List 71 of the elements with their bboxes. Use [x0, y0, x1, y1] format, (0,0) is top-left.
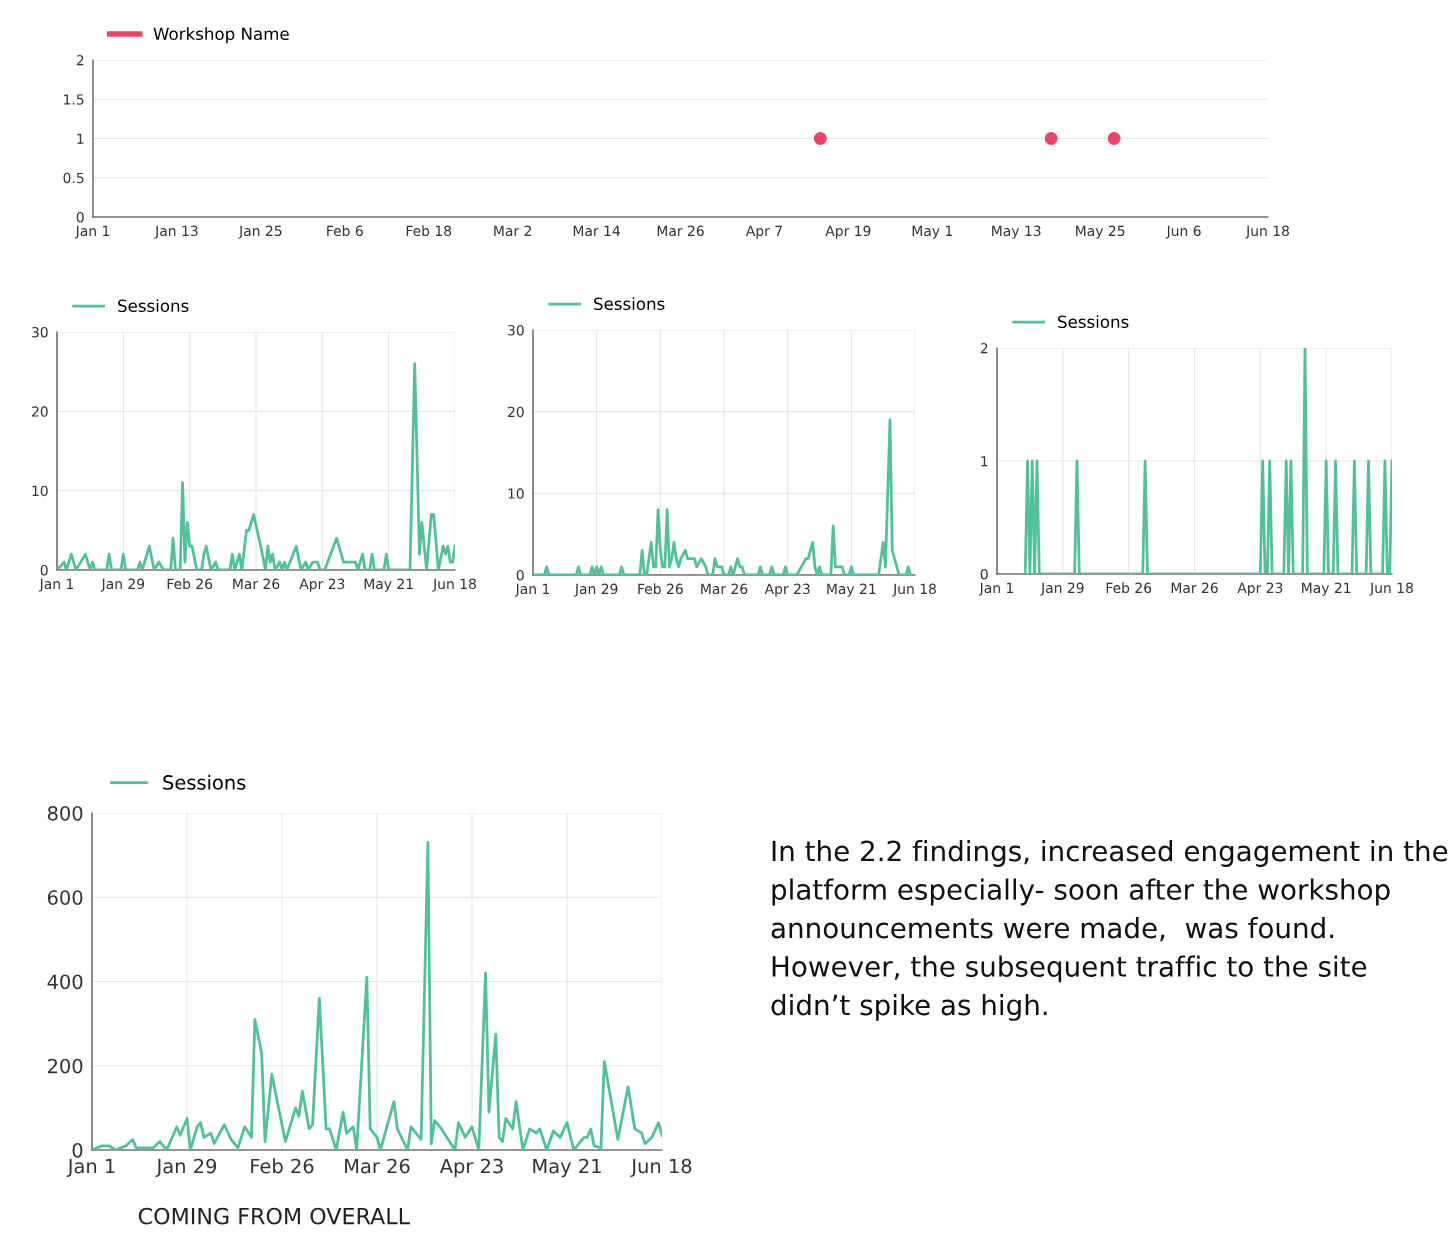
y-tick-label: 30 [32, 326, 48, 338]
x-tick-label: Mar 14 [573, 225, 620, 237]
text: COMING FROM OVERALL [138, 1207, 410, 1225]
x-tick-label: Jun 18 [1369, 582, 1413, 596]
legend-label: Sessions [1058, 315, 1129, 329]
x-tick-label: May 21 [827, 583, 876, 597]
y-tick-label: 800 [47, 805, 83, 821]
y-tick-label: 600 [47, 890, 83, 905]
x-tick-label: Apr 19 [825, 225, 871, 239]
x-tick-label: Mar 26 [701, 583, 748, 595]
x-tick-label: Apr 23 [439, 1158, 503, 1178]
x-tick-label: Feb 26 [167, 578, 213, 590]
x-tick-label: Jun 6 [1165, 225, 1201, 239]
x-tick-label: May 25 [1076, 225, 1125, 239]
x-tick-label: Apr 23 [764, 583, 810, 597]
x-tick-label: Jan 29 [100, 578, 145, 592]
y-tick-label: 30 [508, 324, 524, 336]
x-tick-label: Feb 26 [1106, 582, 1152, 594]
x-tick-label: Feb 26 [251, 1158, 314, 1174]
y-tick-label: 0 [72, 1142, 83, 1158]
x-tick-label: Apr 23 [299, 578, 345, 592]
y-tick-label: 400 [47, 974, 83, 990]
y-tick-label: 0 [980, 568, 988, 580]
x-tick-label: Mar 26 [345, 1158, 410, 1174]
y-tick-label: 0 [40, 564, 48, 576]
x-tick-label: May 21 [533, 1158, 601, 1178]
legend-label: Sessions [118, 299, 189, 313]
legend-label: Workshop Name [153, 27, 289, 44]
y-tick-label: 10 [508, 488, 524, 499]
legend-label: Sessions [594, 297, 665, 311]
x-tick-label: Feb 18 [406, 225, 452, 237]
y-tick-label: 10 [32, 485, 48, 497]
x-tick-label: May 21 [1302, 582, 1351, 596]
y-tick-label: 0 [76, 211, 84, 223]
y-tick-label: 1.5 [64, 94, 84, 105]
x-tick-label: Jan 25 [238, 225, 282, 239]
legend-label: Sessions [163, 774, 246, 790]
x-tick-label: Jan 29 [155, 1158, 217, 1177]
x-tick-label: Jan 13 [154, 225, 198, 239]
x-tick-label: Jun 18 [1245, 225, 1289, 239]
x-tick-label: May 1 [912, 225, 952, 239]
text: In the 2.2 findings, increased engagement in the platform especially- soon after the workshop announcements were made, was found. However, the subsequent traffic to the site didn’t spike as high. [771, 840, 1448, 1021]
x-tick-label: Jun 18 [630, 1158, 692, 1177]
x-tick-label: Jun 18 [892, 583, 936, 597]
x-tick-label: May 13 [992, 225, 1041, 239]
y-tick-label: 200 [47, 1058, 83, 1074]
x-tick-label: Mar 26 [233, 578, 280, 590]
x-tick-label: Mar 26 [657, 225, 704, 237]
x-tick-label: Jan 1 [978, 582, 1014, 596]
x-tick-label: Jan 1 [514, 583, 550, 597]
x-tick-label: Jan 1 [74, 225, 110, 239]
y-tick-label: 1 [77, 133, 84, 144]
y-tick-label: 0.5 [63, 172, 84, 184]
x-tick-label: Feb 26 [638, 583, 683, 595]
x-tick-label: Mar 2 [494, 225, 531, 237]
x-tick-label: Jan 1 [66, 1158, 115, 1177]
y-tick-label: 2 [980, 342, 988, 354]
y-tick-label: 2 [76, 54, 84, 66]
x-tick-label: Feb 6 [327, 225, 363, 237]
x-tick-label: Jun 18 [432, 578, 476, 592]
x-tick-label: Apr 23 [1237, 582, 1283, 596]
x-tick-label: Mar 26 [1171, 582, 1218, 594]
x-tick-label: Jan 1 [38, 578, 74, 592]
x-tick-label: May 21 [364, 578, 413, 592]
x-tick-label: Jan 29 [1040, 582, 1084, 596]
y-tick-label: 20 [508, 406, 524, 418]
y-tick-label: 0 [516, 569, 524, 581]
y-tick-label: 1 [981, 456, 988, 467]
x-tick-label: Apr 7 [745, 225, 782, 239]
x-tick-label: Jan 29 [574, 583, 618, 597]
y-tick-label: 20 [32, 406, 48, 417]
